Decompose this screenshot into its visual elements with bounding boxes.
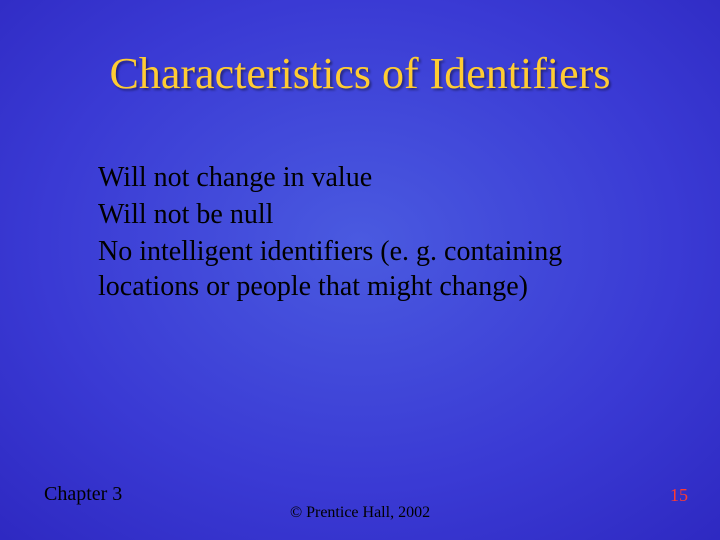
slide-body: Will not change in value Will not be nul… [98,160,660,306]
page-number: 15 [670,485,688,506]
bullet-item: Will not change in value [98,160,660,195]
slide-title: Characteristics of Identifiers [0,48,720,99]
bullet-item: No intelligent identifiers (e. g. contai… [98,234,660,304]
footer-copyright: © Prentice Hall, 2002 [0,504,720,522]
slide: Characteristics of Identifiers Will not … [0,0,720,540]
footer-chapter: Chapter 3 [44,483,122,506]
bullet-item: Will not be null [98,197,660,232]
